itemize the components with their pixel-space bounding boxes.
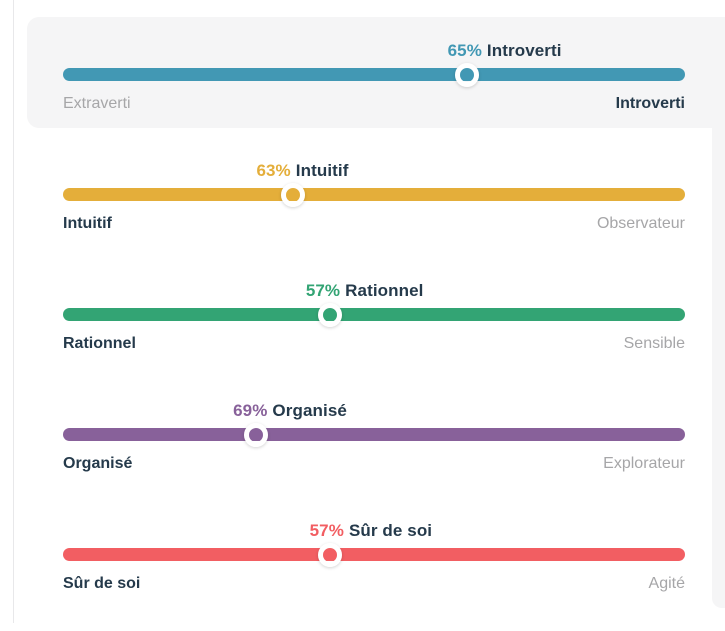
trait-name: Introverti bbox=[486, 41, 562, 60]
trait-right-label: Introverti bbox=[615, 95, 685, 112]
trait-slider bbox=[63, 542, 685, 567]
trait-percent: 65% bbox=[447, 41, 482, 60]
trait-left-label: Rationnel bbox=[63, 335, 136, 352]
trait-side-labels: Intuitif Observateur bbox=[63, 213, 685, 235]
trait-left-label: Extraverti bbox=[63, 95, 131, 112]
trait-header: 65% Introverti bbox=[63, 40, 685, 62]
slider-track[interactable] bbox=[63, 428, 685, 441]
trait-side-labels: Organisé Explorateur bbox=[63, 453, 685, 475]
trait-left-label: Organisé bbox=[63, 455, 133, 472]
trait-name: Intuitif bbox=[295, 161, 349, 180]
slider-track[interactable] bbox=[63, 188, 685, 201]
trait-slider-row-energy: 63% Intuitif Intuitif Observateur bbox=[27, 128, 725, 248]
trait-slider-row-mind: 65% Introverti Extraverti Introverti bbox=[27, 17, 725, 128]
slider-handle[interactable] bbox=[455, 62, 480, 87]
slider-track[interactable] bbox=[63, 548, 685, 561]
trait-sliders-list: 65% Introverti Extraverti Introverti 63% I… bbox=[27, 17, 725, 608]
slider-track[interactable] bbox=[63, 68, 685, 81]
trait-header: 69% Organisé bbox=[63, 400, 685, 422]
trait-slider-row-tactics: 69% Organisé Organisé Explorateur bbox=[27, 368, 725, 488]
trait-left-label: Intuitif bbox=[63, 215, 112, 232]
trait-header: 63% Intuitif bbox=[63, 160, 685, 182]
trait-slider bbox=[63, 62, 685, 87]
slider-handle[interactable] bbox=[243, 422, 268, 447]
trait-side-labels: Sûr de soi Agité bbox=[63, 573, 685, 595]
trait-header-label: 57% Rationnel bbox=[306, 280, 424, 302]
trait-header: 57% Rationnel bbox=[63, 280, 685, 302]
slider-handle[interactable] bbox=[318, 542, 343, 567]
trait-slider-row-nature: 57% Rationnel Rationnel Sensible bbox=[27, 248, 725, 368]
slider-track[interactable] bbox=[63, 308, 685, 321]
trait-side-labels: Rationnel Sensible bbox=[63, 333, 685, 355]
trait-side-labels: Extraverti Introverti bbox=[63, 93, 685, 115]
trait-name: Organisé bbox=[272, 401, 347, 420]
trait-header-label: 63% Intuitif bbox=[256, 160, 348, 182]
trait-slider bbox=[63, 182, 685, 207]
trait-right-label: Agité bbox=[648, 575, 685, 592]
trait-header-label: 65% Introverti bbox=[448, 40, 562, 62]
trait-right-label: Explorateur bbox=[603, 455, 685, 472]
trait-percent: 57% bbox=[305, 281, 341, 300]
trait-header-label: 69% Organisé bbox=[233, 400, 347, 422]
trait-percent: 57% bbox=[309, 521, 344, 540]
container-left-border bbox=[13, 0, 14, 623]
slider-handle[interactable] bbox=[281, 182, 306, 207]
trait-name: Sûr de soi bbox=[348, 521, 433, 540]
adjacent-panel-edge bbox=[712, 17, 725, 608]
trait-right-label: Observateur bbox=[596, 215, 685, 232]
trait-percent: 63% bbox=[256, 161, 291, 180]
trait-right-label: Sensible bbox=[623, 335, 685, 352]
trait-left-label: Sûr de soi bbox=[63, 575, 141, 592]
trait-header-label: 57% Sûr de soi bbox=[310, 520, 433, 542]
trait-slider-row-identity: 57% Sûr de soi Sûr de soi Agité bbox=[27, 488, 725, 608]
trait-header: 57% Sûr de soi bbox=[63, 520, 685, 542]
trait-slider bbox=[63, 422, 685, 447]
trait-percent: 69% bbox=[233, 401, 268, 420]
slider-handle[interactable] bbox=[318, 302, 343, 327]
trait-slider bbox=[63, 302, 685, 327]
trait-name: Rationnel bbox=[345, 281, 424, 300]
